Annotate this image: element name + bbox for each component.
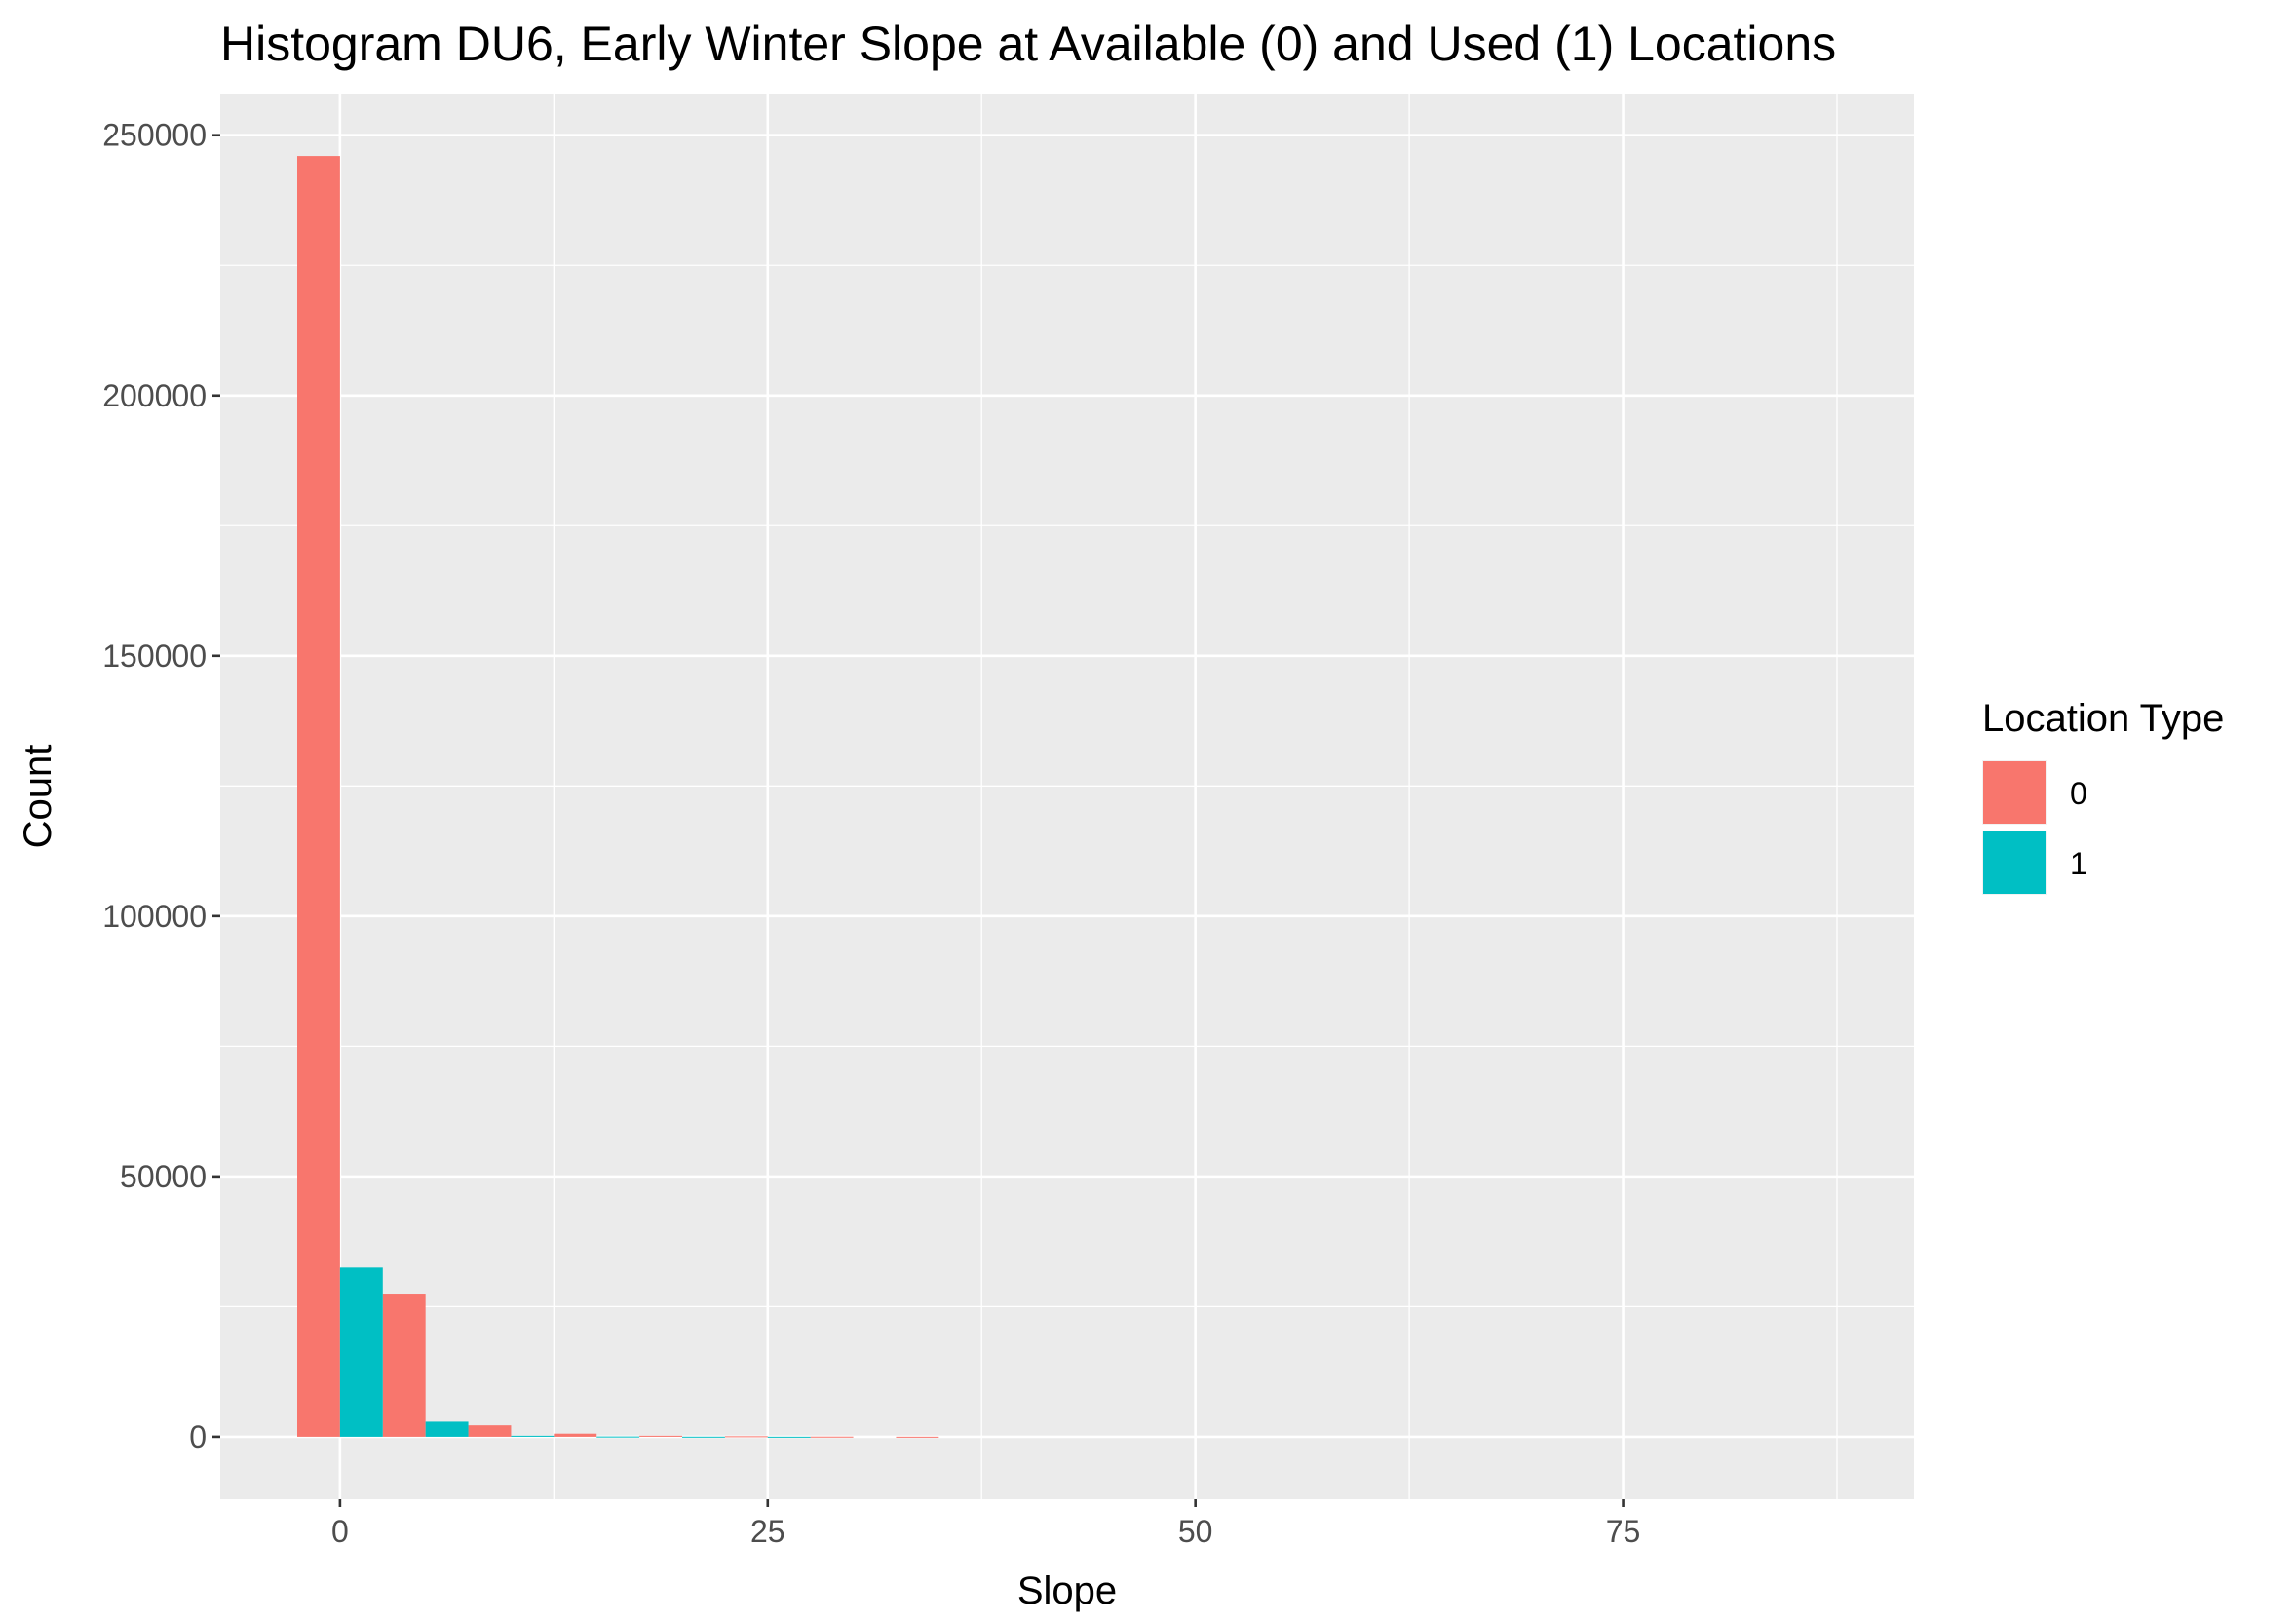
legend-title: Location Type: [1982, 697, 2224, 740]
y-tick-label: 50000: [120, 1159, 207, 1194]
bar-series-0: [639, 1435, 682, 1437]
y-tick-label: 200000: [102, 378, 207, 413]
bar-series-0: [724, 1436, 768, 1438]
x-tick-label: 50: [1178, 1514, 1213, 1549]
bar-series-1: [767, 1436, 811, 1438]
x-tick-label: 75: [1606, 1514, 1641, 1549]
y-tick-label: 0: [189, 1419, 207, 1454]
y-axis: 0 50000 100000 150000 200000 250000: [102, 118, 220, 1454]
plot-panel: [220, 94, 1914, 1499]
bar-series-0: [810, 1436, 854, 1438]
bar-series-0: [554, 1433, 597, 1437]
bar-series-1: [339, 1267, 383, 1437]
bar-series-0: [382, 1294, 426, 1437]
x-tick-label: 25: [750, 1514, 785, 1549]
y-tick-label: 250000: [102, 118, 207, 153]
y-tick-label: 150000: [102, 638, 207, 674]
chart-title: Histogram DU6, Early Winter Slope at Ava…: [220, 17, 1836, 71]
x-tick-label: 0: [331, 1514, 349, 1549]
bars: [297, 156, 939, 1438]
grid-minor: [220, 94, 1914, 1499]
grid-major: [220, 94, 1914, 1499]
x-axis-title: Slope: [1017, 1569, 1117, 1612]
bar-series-1: [425, 1421, 469, 1437]
legend-swatch-0: [1983, 761, 2046, 824]
bar-series-0: [468, 1425, 512, 1437]
y-tick-label: 100000: [102, 899, 207, 934]
y-axis-title: Count: [17, 745, 59, 849]
x-axis: 0 25 50 75: [331, 1499, 1640, 1549]
bar-series-1: [682, 1436, 725, 1438]
legend: Location Type 01: [1982, 697, 2224, 895]
legend-label: 1: [2070, 846, 2087, 881]
bar-series-0: [297, 156, 340, 1437]
legend-swatch-1: [1983, 831, 2046, 894]
bar-series-1: [596, 1436, 640, 1438]
bar-series-1: [511, 1435, 555, 1437]
legend-label: 0: [2070, 776, 2087, 811]
legend-keys: 01: [1982, 760, 2087, 895]
bar-series-0: [896, 1436, 939, 1438]
